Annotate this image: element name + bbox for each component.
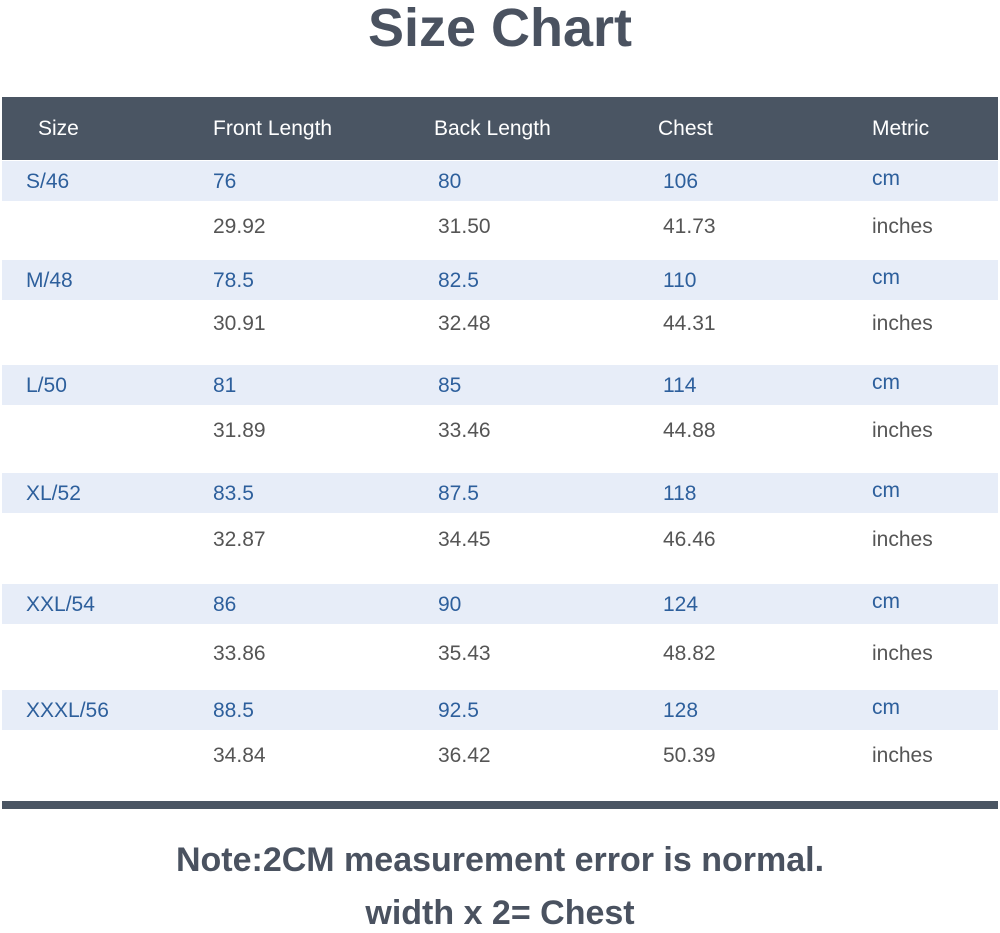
inch-cell: 32.48 [438,312,491,335]
row-band [2,365,998,405]
cm-cell: 124 [663,593,699,616]
table-header: Size Front Length Back Length Chest Metric [2,97,998,160]
header-cell: Chest [658,117,713,140]
inch-cell: 33.86 [213,642,266,665]
cm-cell: cm [872,167,900,190]
cm-cell: cm [872,479,900,502]
row-band [2,690,998,730]
inch-cell: 29.92 [213,215,266,238]
inch-cell: 33.46 [438,419,491,442]
cm-cell: 78.5 [213,269,254,292]
inch-cell: inches [872,744,933,767]
inch-cell: 30.91 [213,312,266,335]
inch-cell: 48.82 [663,642,716,665]
cm-cell: 86 [213,593,237,616]
header-cell: Size [38,117,79,140]
cm-cell: 106 [663,170,699,193]
inch-cell: 34.45 [438,528,491,551]
cm-cell: 118 [663,482,697,505]
size-cell: XXL/54 [26,593,95,616]
inch-cell: 31.50 [438,215,491,238]
inch-cell: 44.88 [663,419,716,442]
cm-cell: 85 [438,374,462,397]
inch-cell: inches [872,528,933,551]
cm-cell: cm [872,696,900,719]
cm-cell: 114 [663,374,697,397]
cm-cell: 87.5 [438,482,479,505]
inch-cell: 44.31 [663,312,716,335]
cm-cell: 90 [438,593,462,616]
size-cell: XXXL/56 [26,699,109,722]
inch-cell: 34.84 [213,744,266,767]
inch-cell: 36.42 [438,744,491,767]
cm-cell: 88.5 [213,699,254,722]
inch-cell: inches [872,642,933,665]
cm-cell: 110 [663,269,697,292]
inch-cell: 31.89 [213,419,266,442]
size-cell: XL/52 [26,482,81,505]
cm-cell: cm [872,371,900,394]
row-band [2,161,998,201]
inch-cell: 32.87 [213,528,266,551]
header-cell: Front Length [213,117,333,140]
cm-cell: 83.5 [213,482,254,505]
inch-cell: inches [872,215,933,238]
divider [2,801,998,809]
inch-cell: 50.39 [663,744,716,767]
cm-cell: 76 [213,170,237,193]
note: Note:2CM measurement error is normal. [175,841,825,879]
size-cell: L/50 [26,374,67,397]
inch-cell: 46.46 [663,528,716,551]
cm-cell: 81 [213,374,237,397]
row-band [2,473,998,513]
note: width x 2= Chest [365,894,635,932]
cm-cell: 80 [438,170,462,193]
row-band [2,260,998,300]
size-cell: S/46 [26,170,70,193]
inch-cell: 35.43 [438,642,491,665]
inch-cell: inches [872,312,933,335]
title: Size Chart [367,0,633,58]
cm-cell: 128 [663,699,699,722]
inch-cell: inches [872,419,933,442]
cm-cell: cm [872,590,900,613]
inch-cell: 41.73 [663,215,716,238]
size-cell: M/48 [26,269,73,292]
cm-cell: 82.5 [438,269,479,292]
header-cell: Back Length [434,117,551,140]
header-cell: Metric [872,117,930,140]
row-band [2,584,998,624]
cm-cell: cm [872,266,900,289]
cm-cell: 92.5 [438,699,479,722]
